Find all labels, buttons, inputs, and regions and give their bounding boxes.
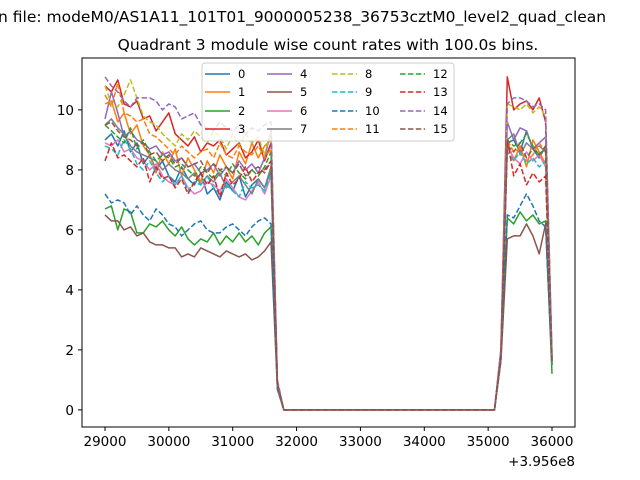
legend-label: 14 (433, 104, 448, 118)
x-tick-label: 32000 (275, 434, 318, 450)
series-line-10 (104, 193, 553, 411)
legend-label: 9 (365, 85, 372, 99)
y-tick-label: 0 (65, 403, 74, 419)
legend-label: 6 (300, 104, 307, 118)
legend-box (201, 62, 455, 142)
legend-label: 15 (433, 122, 448, 136)
x-tick-label: 34000 (403, 434, 446, 450)
legend-label: 5 (300, 85, 307, 99)
series-line-6 (104, 139, 553, 411)
x-tick-label: 33000 (339, 434, 382, 450)
legend-label: 7 (300, 122, 307, 136)
x-offset-text: +3.956e8 (508, 454, 575, 470)
y-tick-label: 2 (65, 343, 74, 359)
series-line-0 (104, 130, 553, 411)
series-line-1 (104, 100, 553, 411)
legend-label: 3 (238, 122, 245, 136)
x-tick-label: 35000 (467, 434, 510, 450)
legend-label: 11 (365, 122, 380, 136)
legend-label: 2 (238, 104, 245, 118)
y-tick-label: 6 (65, 223, 74, 239)
axes-frame (81, 57, 576, 428)
legend-label: 8 (365, 67, 372, 81)
series-line-15 (104, 121, 553, 411)
series-line-13 (104, 139, 553, 411)
series-line-5 (104, 214, 553, 411)
y-tick-label: 8 (65, 163, 74, 179)
y-tick-label: 10 (57, 103, 74, 119)
legend-label: 10 (365, 104, 380, 118)
series-line-2 (104, 205, 553, 411)
legend-label: 1 (238, 85, 245, 99)
suptitle: n file: modeM0/AS1A11_101T01_9000005238_… (0, 8, 606, 27)
chart-title: Quadrant 3 module wise count rates with … (118, 36, 539, 54)
legend-label: 4 (300, 67, 307, 81)
legend-label: 12 (433, 67, 448, 81)
y-tick-label: 4 (65, 283, 74, 299)
legend-label: 13 (433, 85, 448, 99)
x-tick-label: 31000 (211, 434, 254, 450)
x-tick-label: 36000 (531, 434, 574, 450)
series-line-12 (104, 124, 553, 411)
x-tick-label: 29000 (84, 434, 127, 450)
x-tick-label: 30000 (147, 434, 190, 450)
series-line-9 (104, 139, 553, 411)
legend-label: 0 (238, 67, 245, 81)
